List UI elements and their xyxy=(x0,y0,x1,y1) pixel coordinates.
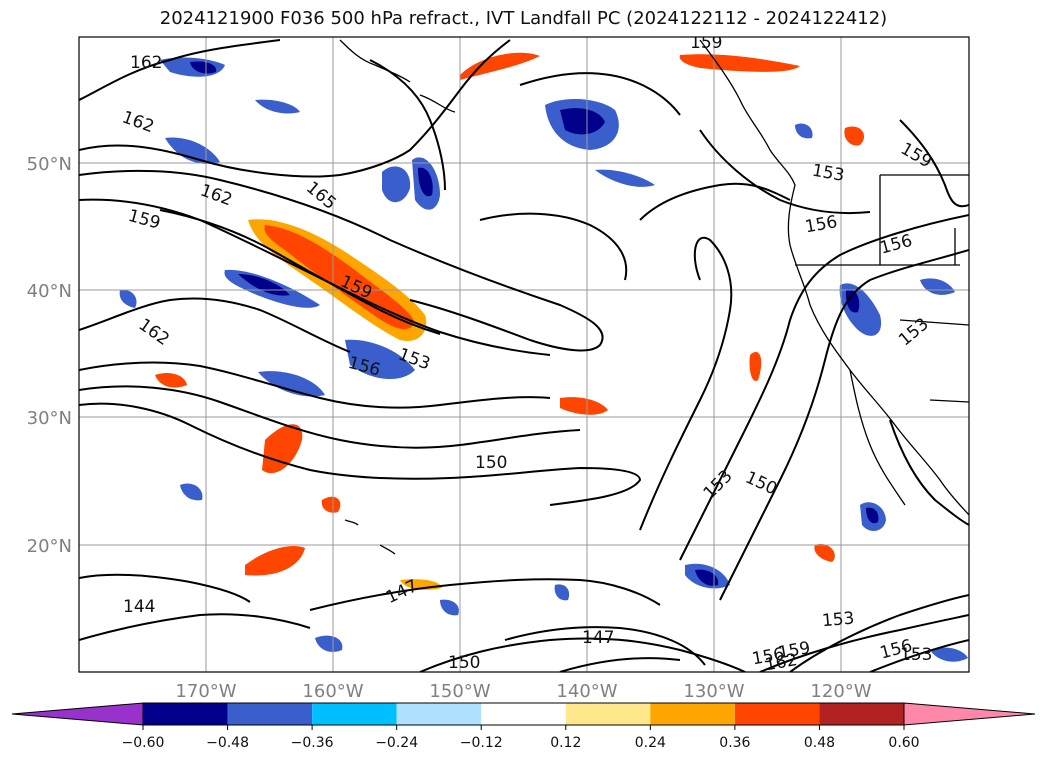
contour-label: 150 xyxy=(448,653,480,673)
longitude-labels: 170°W 160°W 150°W 140°W 130°W 120°W xyxy=(175,681,871,702)
contour-label: 147 xyxy=(582,628,614,648)
positive-anomaly-central xyxy=(560,397,608,415)
colorbar-tick-label: 0.24 xyxy=(635,735,666,751)
negative-anomaly-se xyxy=(930,647,968,662)
colorbar-segment xyxy=(227,703,313,725)
colorbar-segment xyxy=(819,703,904,725)
colorbar-tick-label: 0.60 xyxy=(888,735,919,751)
colorbar-segment xyxy=(565,703,651,725)
contour-label: 144 xyxy=(123,597,155,617)
positive-anomaly-alaska xyxy=(679,54,800,72)
contour-label: 162 xyxy=(763,650,798,675)
negative-anomaly-small2 xyxy=(440,599,459,616)
colorbar-segment xyxy=(143,703,228,725)
contour-label: 162 xyxy=(130,53,162,73)
positive-anomaly-subtropic xyxy=(262,424,303,474)
colorbar-tick-label: −0.36 xyxy=(291,735,334,751)
colorbar-segment xyxy=(312,703,397,725)
plot-frame xyxy=(78,36,970,673)
latitude-labels: 50°N 40°N 30°N 20°N xyxy=(27,154,72,557)
negative-anomaly-mid xyxy=(382,166,411,203)
lon-label-130w: 130°W xyxy=(683,681,744,702)
lon-label-150w: 150°W xyxy=(429,681,490,702)
colorbar-segment xyxy=(396,703,482,725)
lat-label-40n: 40°N xyxy=(27,281,72,302)
colorbar-tick-label: −0.48 xyxy=(206,735,249,751)
contour-label: 150 xyxy=(475,453,507,473)
colorbar-segment xyxy=(650,703,735,725)
positive-anomaly-bc xyxy=(844,126,865,146)
negative-anomaly-aleutian-core xyxy=(190,61,217,74)
negative-anomaly-coast-core xyxy=(845,289,860,313)
colorbar-ticks: −0.60 −0.48 −0.36 −0.24 −0.12 0.12 0.24 0.36 0.4… xyxy=(122,725,920,751)
colorbar: −0.60 −0.48 −0.36 −0.24 −0.12 0.12 0.24 0.36 0.4… xyxy=(11,702,1036,751)
negative-anomaly-nv xyxy=(920,278,955,295)
negative-anomaly-central xyxy=(345,339,415,380)
colorbar-tick-label: 0.36 xyxy=(719,735,750,751)
negative-anomaly-gulf-core xyxy=(560,108,605,135)
colorbar-frame xyxy=(142,702,905,726)
colorbar-segment xyxy=(481,703,566,725)
lat-label-50n: 50°N xyxy=(27,154,72,175)
positive-anomaly-mexico xyxy=(814,543,835,562)
negative-anomaly-small6 xyxy=(554,584,570,601)
colorbar-segments xyxy=(143,703,904,725)
map-title: 2024121900 F036 500 hPa refract., IVT La… xyxy=(159,8,888,29)
negative-anomaly-south-core xyxy=(695,569,719,586)
negative-anomaly-mid2-core xyxy=(418,167,433,197)
positive-anomaly-north xyxy=(460,52,540,80)
colorbar-tick-label: 0.12 xyxy=(550,735,581,751)
negative-anomaly-small5 xyxy=(795,123,813,139)
map-plot-area xyxy=(79,37,969,672)
colorbar-over-arrow xyxy=(903,702,1036,726)
contour-label: 159 xyxy=(690,33,722,53)
negative-anomaly-pac xyxy=(595,169,655,187)
positive-anomaly-hawaii xyxy=(245,545,305,576)
positive-anomaly-west xyxy=(155,373,187,388)
negative-anomaly-baja-core xyxy=(866,507,879,524)
colorbar-segment xyxy=(734,703,820,725)
contour-lines xyxy=(79,39,969,672)
lon-label-120w: 120°W xyxy=(810,681,871,702)
negative-anomaly-small3 xyxy=(119,289,137,308)
lon-label-140w: 140°W xyxy=(556,681,617,702)
contour-label: 153 xyxy=(900,645,932,665)
lon-label-170w: 170°W xyxy=(175,681,236,702)
colorbar-tick-label: 0.48 xyxy=(804,735,835,751)
negative-anomaly-small1 xyxy=(180,483,203,501)
negative-anomaly-subtrop xyxy=(258,371,325,397)
lat-label-30n: 30°N xyxy=(27,408,72,429)
positive-anomaly-core xyxy=(264,225,415,330)
coastlines xyxy=(339,39,969,555)
colorbar-tick-label: −0.24 xyxy=(375,735,418,751)
colorbar-tick-label: −0.60 xyxy=(122,735,165,751)
colorbar-under-arrow xyxy=(11,702,144,726)
negative-anomaly-small4 xyxy=(315,635,343,652)
lat-label-20n: 20°N xyxy=(27,536,72,557)
colorbar-tick-label: −0.12 xyxy=(460,735,503,751)
negative-anomaly-nw2 xyxy=(255,99,300,114)
positive-anomaly-coast xyxy=(749,351,762,381)
positive-anomaly-small xyxy=(321,496,341,513)
lon-label-160w: 160°W xyxy=(302,681,363,702)
gridlines xyxy=(79,37,969,672)
contour-label: 153 xyxy=(821,609,855,632)
